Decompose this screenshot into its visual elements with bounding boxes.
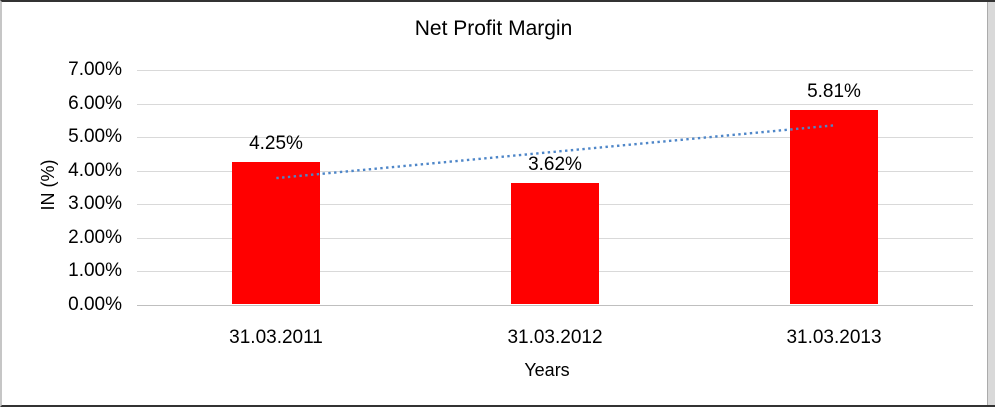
y-tick-label: 5.00% (68, 126, 122, 147)
chart-title: Net Profit Margin (414, 17, 573, 40)
bar-31.03.2012 (511, 183, 599, 304)
bar-31.03.2013 (790, 110, 878, 304)
data-label: 5.81% (807, 81, 861, 102)
data-label: 3.62% (528, 154, 582, 175)
y-tick-label: 3.00% (68, 193, 122, 214)
x-tick-label: 31.03.2012 (507, 327, 603, 348)
bar-31.03.2011 (232, 162, 320, 304)
x-tick-label: 31.03.2013 (786, 327, 882, 348)
x-axis-line (137, 305, 973, 306)
y-tick-label: 7.00% (68, 59, 122, 80)
y-axis-title: IN (%) (38, 159, 58, 211)
gridline (137, 70, 973, 71)
y-tick-label: 2.00% (68, 227, 122, 248)
gridline (137, 104, 973, 105)
y-tick-label: 4.00% (68, 160, 122, 181)
y-tick-label: 6.00% (68, 93, 122, 114)
y-tick-label: 0.00% (68, 294, 122, 315)
right-gray-band (987, 2, 995, 405)
x-tick-label: 31.03.2011 (229, 327, 323, 348)
x-axis-title: Years (524, 360, 570, 380)
y-tick-label: 1.00% (68, 260, 122, 281)
data-label: 4.25% (249, 133, 303, 154)
